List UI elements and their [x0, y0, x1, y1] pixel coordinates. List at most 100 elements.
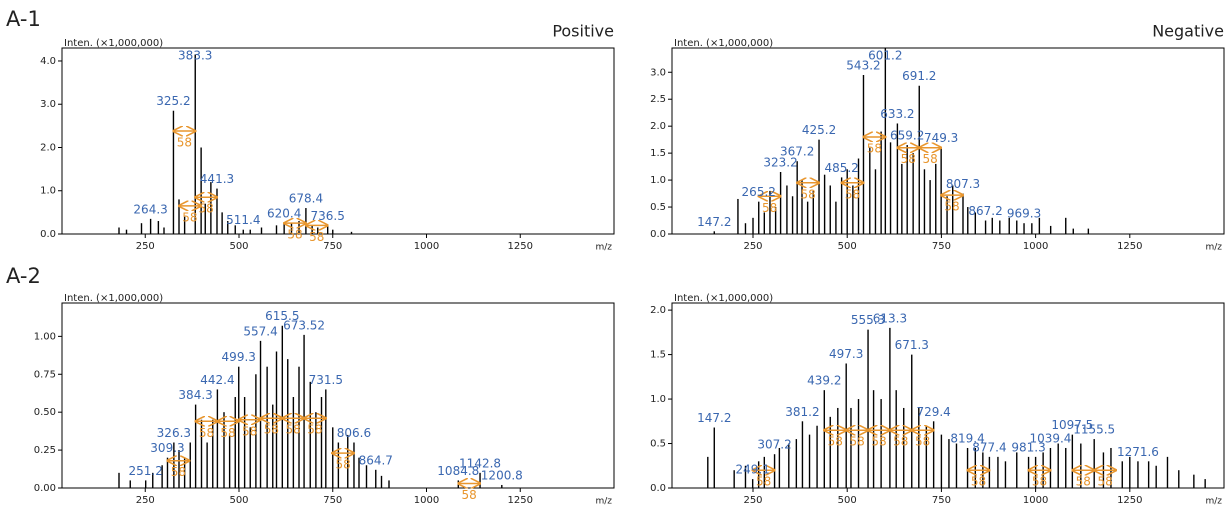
peak-label: 557.4 [243, 324, 277, 338]
mass-gap-label: 58 [1032, 475, 1047, 489]
x-tick-label: 500 [229, 495, 248, 505]
peak-label: 309.3 [150, 441, 184, 455]
peak-label: 147.2 [697, 215, 731, 229]
y-tick-label: 0.5 [650, 202, 666, 213]
mass-gap-label: 58 [800, 187, 815, 201]
peak-label: 981.3 [1011, 440, 1045, 454]
mass-gap-label: 58 [199, 426, 214, 440]
x-tick-label: 500 [838, 241, 857, 252]
peak-label: 969.3 [1007, 207, 1041, 221]
y-tick-label: 1.0 [650, 175, 666, 186]
x-tick-label: 250 [743, 241, 762, 252]
plot-frame [61, 47, 615, 235]
mass-gap-label: 58 [287, 228, 302, 242]
peak-label: 441.3 [200, 172, 234, 186]
peak-label: 326.3 [157, 426, 191, 440]
peak-label: 613.3 [873, 311, 907, 325]
peak-label: 1142.8 [459, 456, 501, 470]
x-axis-label: m/z [595, 243, 612, 253]
mass-gap-label: 58 [307, 423, 322, 437]
mass-gap-label: 58 [1098, 475, 1113, 489]
y-tick-label: 0.0 [40, 229, 56, 240]
peak-label: 499.3 [222, 350, 256, 364]
x-tick-label: 750 [323, 241, 342, 252]
x-tick-label: 1000 [414, 241, 439, 252]
mass-gap-label: 58 [915, 435, 930, 449]
x-tick-label: 1250 [1117, 241, 1142, 252]
peak-label: 601.2 [868, 49, 902, 63]
y-tick-label: 1.00 [34, 331, 56, 342]
peak-label: 442.4 [200, 373, 234, 387]
column-label: Positive [552, 22, 614, 41]
mass-gap-label: 58 [867, 141, 882, 155]
peak-label: 543.2 [846, 58, 880, 72]
x-tick-label: 250 [743, 495, 762, 505]
peak-label: 1097.5 [1051, 418, 1093, 432]
peak-label: 264.3 [133, 202, 167, 216]
peak-label: 819.4 [950, 431, 984, 445]
x-axis-label: m/z [1205, 497, 1222, 505]
y-tick-label: 0.5 [650, 439, 666, 450]
mass-gap-label: 58 [220, 426, 235, 440]
mass-gap-label: 58 [849, 435, 864, 449]
peak-label: 367.2 [780, 145, 814, 159]
x-tick-label: 250 [136, 241, 155, 252]
plot-frame [671, 47, 1225, 235]
peak-label: 1039.4 [1029, 431, 1071, 445]
row-label: A-1 [6, 7, 41, 31]
y-tick-label: 0.0 [650, 483, 666, 494]
mass-gap-label: 58 [762, 201, 777, 215]
peak-label: 867.2 [968, 204, 1002, 218]
peak-label: 864.7 [359, 453, 393, 467]
x-tick-label: 1000 [414, 495, 439, 505]
x-axis-label: m/z [1205, 243, 1222, 253]
peak-label: 555.3 [851, 313, 885, 327]
y-tick-label: 2.0 [650, 305, 666, 316]
peak-label: 729.4 [916, 405, 950, 419]
y-tick-label: 0.25 [34, 445, 56, 456]
x-tick-label: 250 [136, 495, 155, 505]
peak-label: 877.4 [972, 440, 1006, 454]
x-tick-label: 750 [932, 241, 951, 252]
peak-label: 673.52 [283, 318, 325, 332]
row-label: A-2 [6, 264, 41, 288]
y-axis-label: Inten. (×1,000,000) [64, 38, 163, 49]
mass-gap-label: 58 [177, 136, 192, 150]
peak-label: 511.4 [226, 213, 260, 227]
mass-gap-label: 58 [182, 210, 197, 224]
mass-gap-label: 58 [1076, 475, 1091, 489]
x-tick-label: 750 [323, 495, 342, 505]
mass-gap-label: 58 [971, 475, 986, 489]
peak-label: 659.2 [890, 129, 924, 143]
peak-label: 615.5 [265, 309, 299, 323]
y-tick-label: 1.0 [650, 394, 666, 405]
mass-gap-label: 58 [264, 423, 279, 437]
peak-label: 1155.5 [1073, 423, 1115, 437]
y-tick-label: 3.0 [40, 99, 56, 110]
mass-gap-label: 58 [871, 435, 886, 449]
y-tick-label: 0.0 [650, 229, 666, 240]
y-axis-label: Inten. (×1,000,000) [674, 293, 773, 304]
peak-label: 620.4 [267, 207, 301, 221]
peak-label: 678.4 [289, 192, 323, 206]
peak-label: 325.2 [156, 94, 190, 108]
column-label: Negative [1152, 22, 1224, 41]
peak-label: 251.2 [129, 464, 163, 478]
peak-label: 485.2 [824, 161, 858, 175]
x-axis-label: m/z [595, 497, 612, 505]
x-tick-label: 1000 [1023, 495, 1048, 505]
y-tick-label: 0.50 [34, 407, 56, 418]
peak-label: 806.6 [337, 426, 371, 440]
mass-gap-label: 58 [944, 200, 959, 214]
x-tick-label: 1250 [508, 241, 533, 252]
y-tick-label: 1.5 [650, 148, 666, 159]
mass-gap-label: 58 [901, 152, 916, 166]
y-axis-label: Inten. (×1,000,000) [64, 293, 163, 304]
peak-label: 323.2 [763, 156, 797, 170]
peak-label: 731.5 [309, 373, 343, 387]
peak-label: 691.2 [902, 69, 936, 83]
peak-label: 671.3 [895, 338, 929, 352]
x-tick-label: 500 [838, 495, 857, 505]
peak-label: 749.3 [924, 131, 958, 145]
mass-gap-label: 58 [171, 465, 186, 479]
